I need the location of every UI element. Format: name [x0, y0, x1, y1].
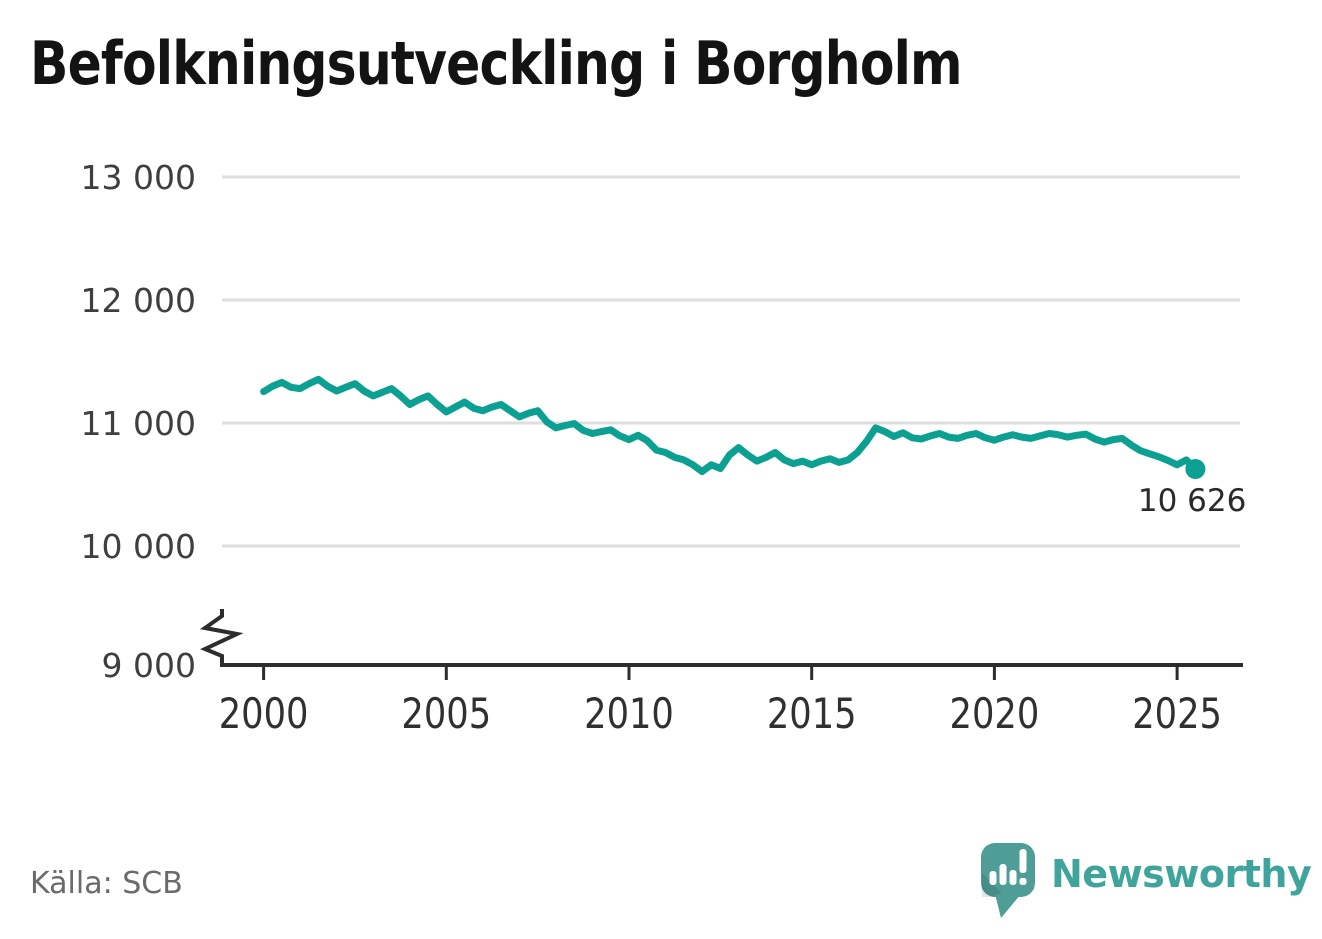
x-axis-tick-label: 2015: [767, 690, 857, 739]
y-axis-tick-label: 13 000: [81, 158, 196, 197]
source-note: Källa: SCB: [30, 866, 183, 901]
x-axis-tick-label: 2025: [1132, 690, 1222, 739]
end-value-label: 10 626: [1138, 483, 1246, 519]
end-point-marker: [1185, 459, 1206, 480]
logo-exclamation-bar: [1019, 849, 1027, 873]
newsworthy-brand: Newsworthy: [980, 842, 1312, 920]
x-axis-tick-label: 2005: [401, 690, 491, 739]
x-axis-tick-label: 2010: [584, 690, 674, 739]
y-axis-tick-label: 11 000: [81, 404, 196, 443]
y-axis-tick-label: 12 000: [81, 281, 196, 320]
x-axis-tick-label: 2020: [950, 690, 1040, 739]
newsworthy-logo-icon: [981, 843, 1035, 918]
y-axis-tick-label: 10 000: [81, 527, 196, 566]
logo-bar-chart-icon: [989, 849, 1027, 885]
logo-bubble-tail: [995, 894, 1021, 918]
y-axis-break-icon: [199, 609, 244, 667]
page-title: Befolkningsutveckling i Borgholm: [30, 29, 963, 99]
logo-exclamation-dot: [1019, 878, 1027, 885]
x-axis-tick-label: 2000: [219, 690, 309, 739]
newsworthy-wordmark: Newsworthy: [1051, 852, 1312, 896]
y-axis-tick-label: 9 000: [102, 646, 196, 685]
population-series-line: [260, 375, 1199, 476]
